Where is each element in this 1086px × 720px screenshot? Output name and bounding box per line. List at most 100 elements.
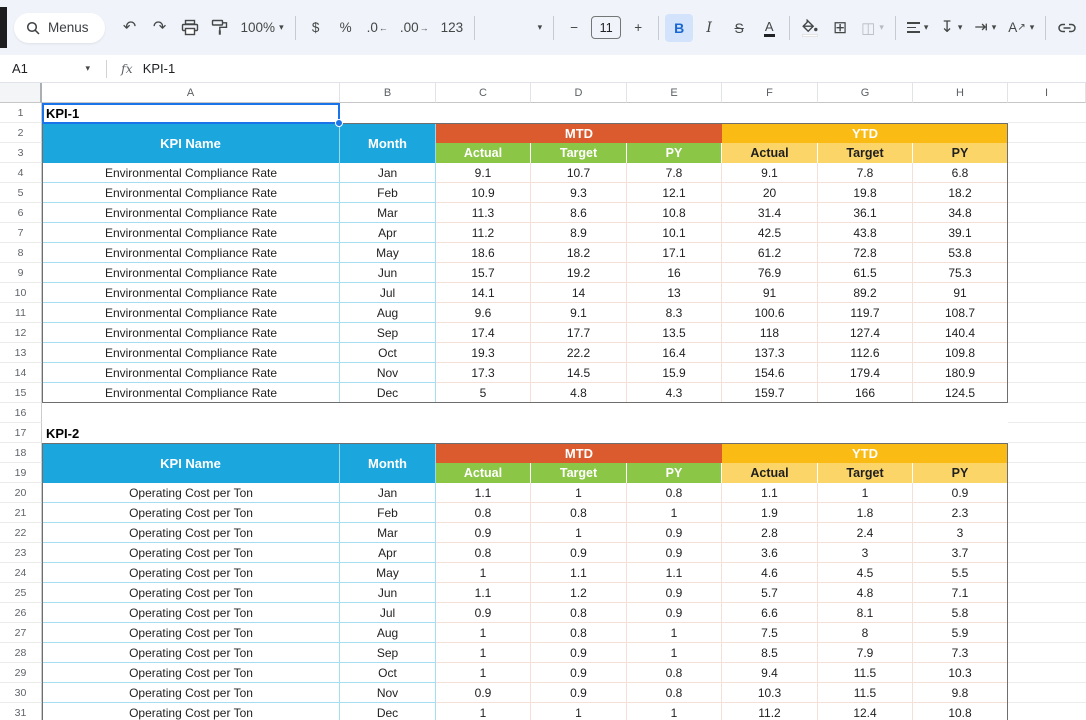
cell-D20[interactable]: 1: [531, 483, 627, 503]
row-header-31[interactable]: 31: [0, 703, 42, 720]
row-header-20[interactable]: 20: [0, 483, 42, 503]
cell-B8[interactable]: May: [340, 243, 436, 263]
ytd-sub-header-0[interactable]: Actual: [722, 463, 818, 483]
column-header-A[interactable]: A: [42, 83, 340, 103]
insert-link-button[interactable]: [1052, 14, 1082, 42]
cell-I31[interactable]: [1008, 703, 1086, 720]
cell-E26[interactable]: 0.9: [627, 603, 722, 623]
cell-G30[interactable]: 11.5: [818, 683, 913, 703]
row-header-6[interactable]: 6: [0, 203, 42, 223]
cell-A27[interactable]: Operating Cost per Ton: [42, 623, 340, 643]
cell-G7[interactable]: 43.8: [818, 223, 913, 243]
cell-A10[interactable]: Environmental Compliance Rate: [42, 283, 340, 303]
cell-F20[interactable]: 1.1: [722, 483, 818, 503]
ytd-sub-header-2[interactable]: PY: [913, 463, 1008, 483]
mtd-header[interactable]: MTD: [436, 443, 722, 463]
cell-D4[interactable]: 10.7: [531, 163, 627, 183]
cell-B24[interactable]: May: [340, 563, 436, 583]
row-header-9[interactable]: 9: [0, 263, 42, 283]
cell-B27[interactable]: Aug: [340, 623, 436, 643]
cell-I4[interactable]: [1008, 163, 1086, 183]
ytd-header[interactable]: YTD: [722, 123, 1008, 143]
cell-H29[interactable]: 10.3: [913, 663, 1008, 683]
cell-H23[interactable]: 3.7: [913, 543, 1008, 563]
cell-B7[interactable]: Apr: [340, 223, 436, 243]
cell-B14[interactable]: Nov: [340, 363, 436, 383]
cell-G6[interactable]: 36.1: [818, 203, 913, 223]
cell-B5[interactable]: Feb: [340, 183, 436, 203]
cell-H22[interactable]: 3: [913, 523, 1008, 543]
cell-F27[interactable]: 7.5: [722, 623, 818, 643]
ytd-sub-header-2[interactable]: PY: [913, 143, 1008, 163]
row-header-18[interactable]: 18: [0, 443, 42, 463]
cell-B26[interactable]: Jul: [340, 603, 436, 623]
cell-E6[interactable]: 10.8: [627, 203, 722, 223]
cell-G10[interactable]: 89.2: [818, 283, 913, 303]
cell-C14[interactable]: 17.3: [436, 363, 531, 383]
cell-G8[interactable]: 72.8: [818, 243, 913, 263]
row-header-7[interactable]: 7: [0, 223, 42, 243]
cell-E21[interactable]: 1: [627, 503, 722, 523]
cell-F15[interactable]: 159.7: [722, 383, 818, 403]
cell-G5[interactable]: 19.8: [818, 183, 913, 203]
cell-I21[interactable]: [1008, 503, 1086, 523]
cell-I9[interactable]: [1008, 263, 1086, 283]
cell-H12[interactable]: 140.4: [913, 323, 1008, 343]
cell-D30[interactable]: 0.9: [531, 683, 627, 703]
format-percent-button[interactable]: %: [332, 14, 360, 42]
bold-button[interactable]: B: [665, 13, 694, 42]
row-header-23[interactable]: 23: [0, 543, 42, 563]
cell-F8[interactable]: 61.2: [722, 243, 818, 263]
cell-E10[interactable]: 13: [627, 283, 722, 303]
cell-A15[interactable]: Environmental Compliance Rate: [42, 383, 340, 403]
row-header-5[interactable]: 5: [0, 183, 42, 203]
cell-F25[interactable]: 5.7: [722, 583, 818, 603]
kpi-name-header[interactable]: KPI Name: [42, 123, 340, 163]
cell-I12[interactable]: [1008, 323, 1086, 343]
cell-A29[interactable]: Operating Cost per Ton: [42, 663, 340, 683]
cell-A11[interactable]: Environmental Compliance Rate: [42, 303, 340, 323]
cell-F7[interactable]: 42.5: [722, 223, 818, 243]
cell-A14[interactable]: Environmental Compliance Rate: [42, 363, 340, 383]
cell-I17[interactable]: [1008, 423, 1086, 443]
cell-I15[interactable]: [1008, 383, 1086, 403]
row-header-3[interactable]: 3: [0, 143, 42, 163]
text-color-button[interactable]: A: [755, 14, 783, 42]
cell-D7[interactable]: 8.9: [531, 223, 627, 243]
redo-button[interactable]: ↷: [146, 14, 174, 42]
cell-H11[interactable]: 108.7: [913, 303, 1008, 323]
row-header-17[interactable]: 17: [0, 423, 42, 443]
cell-D8[interactable]: 18.2: [531, 243, 627, 263]
cell-I6[interactable]: [1008, 203, 1086, 223]
cell-C20[interactable]: 1.1: [436, 483, 531, 503]
cell-D26[interactable]: 0.8: [531, 603, 627, 623]
cell-F9[interactable]: 76.9: [722, 263, 818, 283]
cell-D25[interactable]: 1.2: [531, 583, 627, 603]
cell-E28[interactable]: 1: [627, 643, 722, 663]
cell-H20[interactable]: 0.9: [913, 483, 1008, 503]
text-wrap-button[interactable]: ⇥ ▾: [969, 14, 1001, 42]
mtd-header[interactable]: MTD: [436, 123, 722, 143]
cell-C4[interactable]: 9.1: [436, 163, 531, 183]
cell-F5[interactable]: 20: [722, 183, 818, 203]
cell-A7[interactable]: Environmental Compliance Rate: [42, 223, 340, 243]
more-formats-button[interactable]: 123: [436, 14, 469, 42]
cell-H5[interactable]: 18.2: [913, 183, 1008, 203]
cell-E22[interactable]: 0.9: [627, 523, 722, 543]
cell-F13[interactable]: 137.3: [722, 343, 818, 363]
row-header-10[interactable]: 10: [0, 283, 42, 303]
cell-G14[interactable]: 179.4: [818, 363, 913, 383]
cell-H8[interactable]: 53.8: [913, 243, 1008, 263]
cell-C9[interactable]: 15.7: [436, 263, 531, 283]
cell-A30[interactable]: Operating Cost per Ton: [42, 683, 340, 703]
cell-A1[interactable]: KPI-1: [46, 105, 80, 121]
cell-E4[interactable]: 7.8: [627, 163, 722, 183]
cell-C27[interactable]: 1: [436, 623, 531, 643]
cell-A5[interactable]: Environmental Compliance Rate: [42, 183, 340, 203]
cell-E7[interactable]: 10.1: [627, 223, 722, 243]
cell-C30[interactable]: 0.9: [436, 683, 531, 703]
cell-D13[interactable]: 22.2: [531, 343, 627, 363]
row-header-13[interactable]: 13: [0, 343, 42, 363]
cell-C10[interactable]: 14.1: [436, 283, 531, 303]
row-header-1[interactable]: 1: [0, 103, 42, 123]
